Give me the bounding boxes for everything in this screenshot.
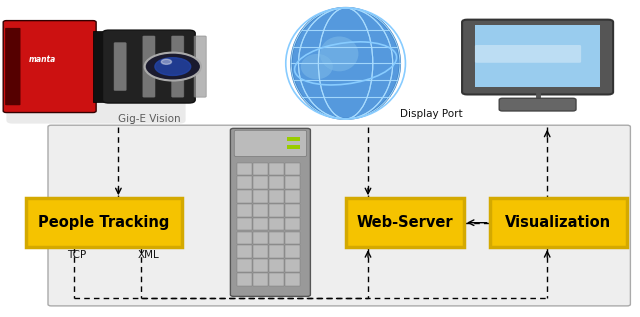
FancyBboxPatch shape (143, 36, 155, 97)
FancyBboxPatch shape (269, 245, 284, 258)
FancyBboxPatch shape (237, 177, 252, 189)
Ellipse shape (320, 36, 358, 71)
FancyBboxPatch shape (269, 163, 284, 175)
FancyBboxPatch shape (269, 204, 284, 217)
FancyBboxPatch shape (475, 25, 600, 87)
FancyBboxPatch shape (253, 259, 268, 272)
FancyBboxPatch shape (253, 245, 268, 258)
FancyBboxPatch shape (253, 190, 268, 203)
Text: Web-Server: Web-Server (356, 215, 453, 230)
FancyBboxPatch shape (475, 45, 581, 63)
FancyBboxPatch shape (285, 190, 300, 203)
Text: Display Port: Display Port (400, 109, 463, 119)
FancyBboxPatch shape (3, 21, 96, 113)
Circle shape (146, 53, 200, 80)
FancyBboxPatch shape (26, 198, 182, 247)
FancyBboxPatch shape (253, 218, 268, 230)
FancyBboxPatch shape (346, 198, 464, 247)
FancyBboxPatch shape (237, 245, 252, 258)
FancyBboxPatch shape (287, 145, 300, 149)
Text: People Tracking: People Tracking (38, 215, 170, 230)
Circle shape (155, 58, 191, 75)
Text: manta: manta (29, 55, 56, 64)
FancyBboxPatch shape (237, 204, 252, 217)
Text: Gig-E Vision: Gig-E Vision (118, 114, 181, 124)
FancyBboxPatch shape (462, 20, 613, 94)
FancyBboxPatch shape (237, 259, 252, 272)
FancyBboxPatch shape (237, 232, 252, 244)
FancyBboxPatch shape (499, 98, 576, 111)
FancyBboxPatch shape (285, 177, 300, 189)
FancyBboxPatch shape (269, 190, 284, 203)
FancyBboxPatch shape (102, 30, 195, 103)
Text: Visualization: Visualization (506, 215, 611, 230)
FancyBboxPatch shape (172, 36, 184, 97)
FancyBboxPatch shape (234, 130, 307, 157)
FancyBboxPatch shape (269, 273, 284, 286)
FancyBboxPatch shape (114, 43, 126, 91)
FancyBboxPatch shape (6, 42, 186, 124)
FancyBboxPatch shape (253, 232, 268, 244)
FancyBboxPatch shape (253, 163, 268, 175)
FancyBboxPatch shape (285, 245, 300, 258)
Text: TCP: TCP (67, 250, 86, 260)
FancyBboxPatch shape (285, 232, 300, 244)
FancyBboxPatch shape (253, 273, 268, 286)
FancyBboxPatch shape (237, 190, 252, 203)
FancyBboxPatch shape (269, 218, 284, 230)
FancyBboxPatch shape (269, 259, 284, 272)
FancyBboxPatch shape (48, 125, 630, 306)
FancyBboxPatch shape (285, 218, 300, 230)
FancyBboxPatch shape (287, 137, 300, 141)
FancyBboxPatch shape (269, 177, 284, 189)
FancyBboxPatch shape (93, 31, 109, 102)
Ellipse shape (291, 8, 400, 119)
FancyBboxPatch shape (285, 204, 300, 217)
Circle shape (161, 59, 172, 64)
FancyBboxPatch shape (490, 198, 627, 247)
FancyBboxPatch shape (230, 128, 310, 296)
Text: XML: XML (138, 250, 159, 260)
FancyBboxPatch shape (285, 273, 300, 286)
FancyBboxPatch shape (237, 163, 252, 175)
FancyBboxPatch shape (237, 273, 252, 286)
FancyBboxPatch shape (253, 177, 268, 189)
FancyBboxPatch shape (285, 163, 300, 175)
FancyBboxPatch shape (269, 232, 284, 244)
FancyBboxPatch shape (253, 204, 268, 217)
FancyBboxPatch shape (237, 218, 252, 230)
FancyBboxPatch shape (285, 259, 300, 272)
FancyBboxPatch shape (5, 28, 20, 105)
Ellipse shape (301, 54, 333, 79)
FancyBboxPatch shape (194, 36, 206, 97)
